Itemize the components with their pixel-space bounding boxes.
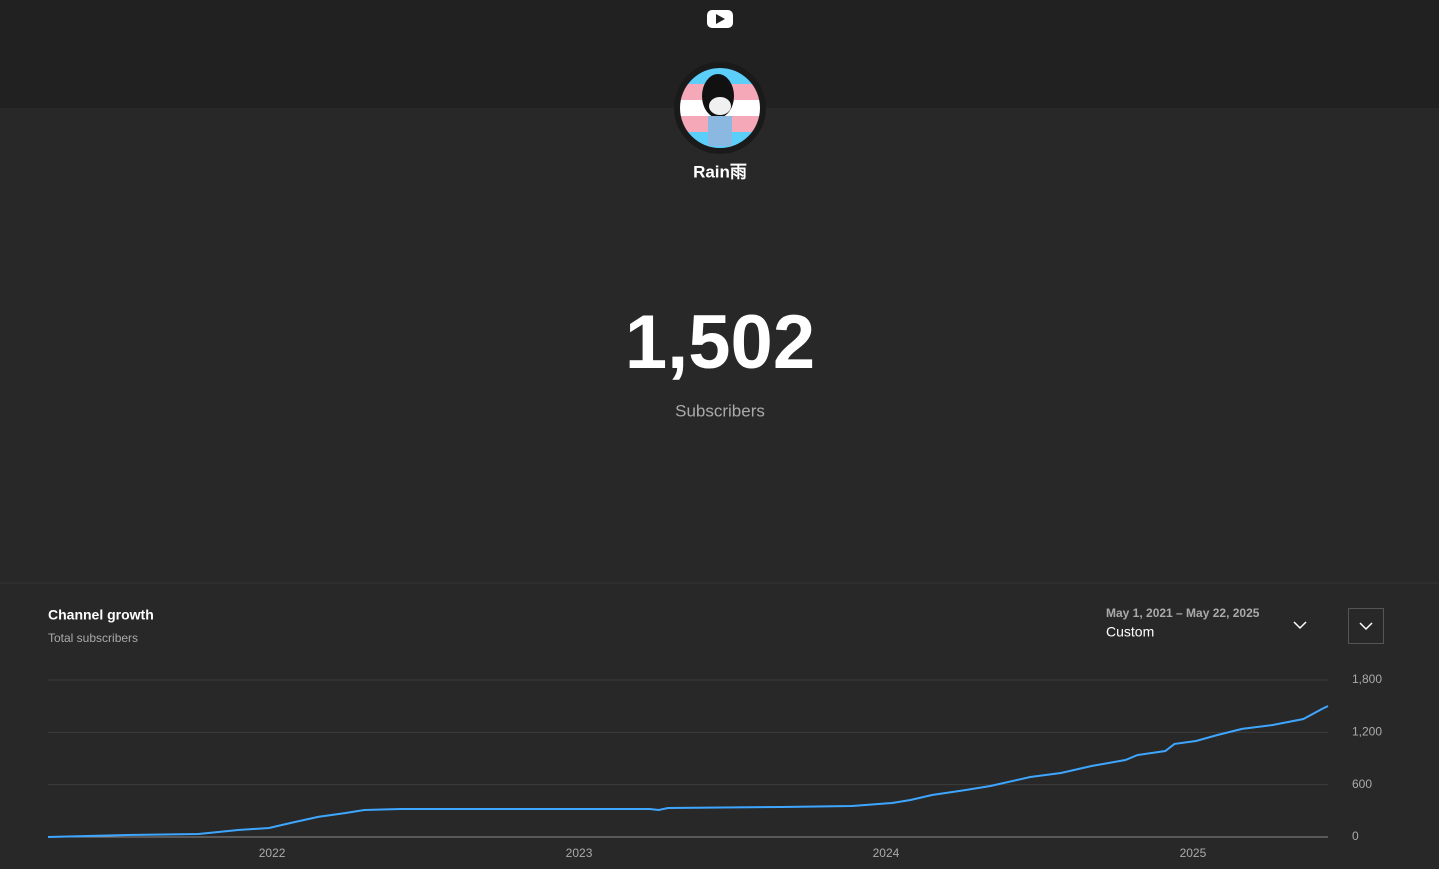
subscriber-count: 1,502: [625, 300, 815, 385]
plot: 0 600 1,200 1,800 2022 2023 2024 2025: [47, 672, 1382, 860]
y-tick-label: 600: [1352, 777, 1372, 791]
y-tick-label: 0: [1352, 829, 1359, 843]
subscriber-label: Subscribers: [675, 401, 765, 420]
expand-button[interactable]: [1348, 608, 1384, 644]
x-tick-label: 2025: [1180, 846, 1207, 860]
chart-subtitle: Total subscribers: [48, 631, 138, 645]
data-line: [47, 705, 1329, 838]
chart-title: Channel growth: [48, 607, 154, 623]
avatar[interactable]: [674, 62, 766, 154]
x-tick-label: 2022: [259, 846, 286, 860]
y-tick-label: 1,200: [1352, 725, 1382, 739]
channel-name: Rain雨: [693, 162, 747, 181]
dropdown-chevron: [1293, 621, 1307, 630]
date-range-picker[interactable]: May 1, 2021 – May 22, 2025 Custom: [1106, 606, 1307, 640]
x-tick-label: 2024: [873, 846, 900, 860]
range-label: Custom: [1106, 624, 1154, 640]
x-tick-label: 2023: [566, 846, 593, 860]
date-range: May 1, 2021 – May 22, 2025: [1106, 606, 1260, 620]
youtube-logo[interactable]: [707, 10, 733, 28]
y-tick-label: 1,800: [1352, 672, 1382, 686]
